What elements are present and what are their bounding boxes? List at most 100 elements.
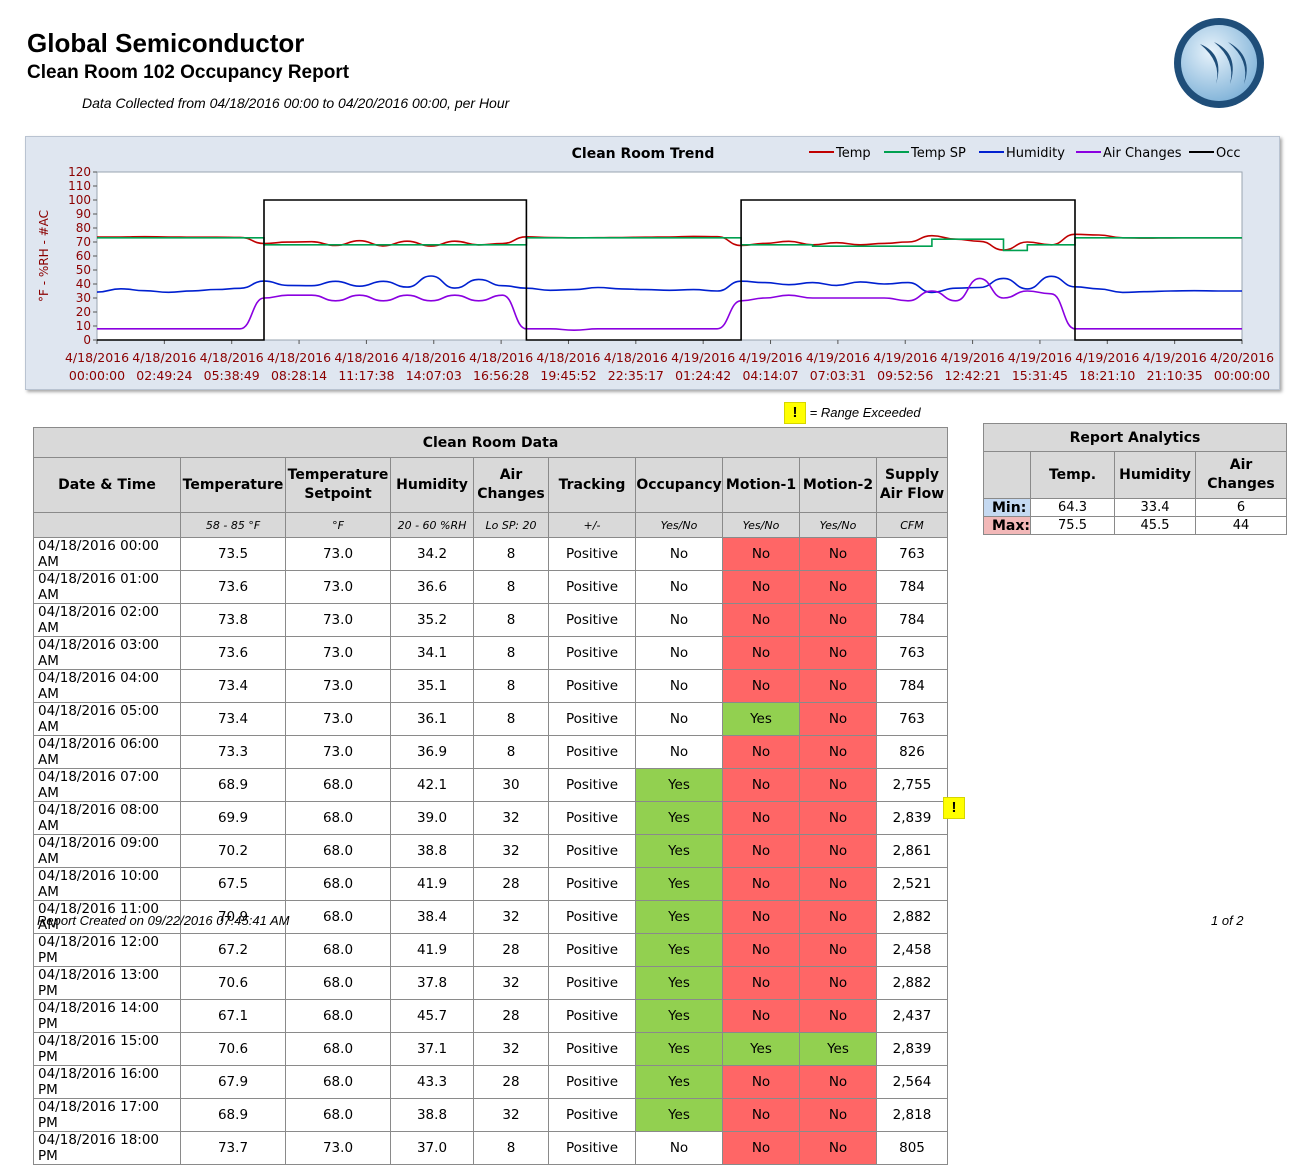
table-cell: 42.1	[390, 768, 474, 802]
table-cell: 68.0	[285, 1065, 391, 1099]
table-cell: 73.0	[285, 669, 391, 703]
table-cell: Yes	[635, 1065, 723, 1099]
table-cell: No	[722, 867, 800, 901]
table-cell: 826	[876, 735, 948, 769]
table-cell: No	[722, 537, 800, 571]
table-cell: No	[799, 867, 877, 901]
table-cell: 73.6	[180, 570, 286, 604]
table-cell: No	[799, 702, 877, 736]
range-exceeded-legend: ! = Range Exceeded	[784, 402, 921, 424]
table-cell: 2,437	[876, 999, 948, 1033]
trend-chart: Clean Room Trend °F - %RH - #AC 0 10 20 30 40 5…	[25, 136, 1280, 390]
table-cell: 04/18/2016 01:00 AM	[33, 570, 181, 604]
logo-icon	[1174, 18, 1264, 108]
table-cell: No	[722, 669, 800, 703]
table-cell: Positive	[548, 1032, 636, 1066]
report-title: Clean Room 102 Occupancy Report	[27, 62, 350, 83]
table-cell: 04/18/2016 00:00 AM	[33, 537, 181, 571]
x-tick-label: 12:42:21	[945, 368, 1001, 383]
table-cell: No	[722, 900, 800, 934]
table-cell: 8	[473, 537, 549, 571]
x-tick-label: 4/18/2016	[536, 350, 600, 365]
table-cell: 68.0	[285, 900, 391, 934]
table-cell: 04/18/2016 17:00 PM	[33, 1098, 181, 1132]
x-tick-label: 4/19/2016	[1075, 350, 1139, 365]
table-cell: No	[722, 966, 800, 1000]
y-tick-label: 40	[76, 277, 91, 291]
page-number: 1 of 2	[1211, 913, 1244, 928]
table-cell: 73.6	[180, 636, 286, 670]
column-unit: °F	[285, 512, 391, 538]
table-cell: Yes	[722, 702, 800, 736]
analytics-min-temp: 64.3	[1030, 498, 1116, 517]
column-unit: Yes/No	[635, 512, 723, 538]
table-cell: Yes	[635, 867, 723, 901]
table-cell: 73.3	[180, 735, 286, 769]
table-cell: 8	[473, 636, 549, 670]
table-cell: No	[799, 768, 877, 802]
table-cell: 73.7	[180, 1131, 286, 1165]
column-header: Supply Air Flow	[876, 457, 948, 513]
table-cell: 70.9	[180, 900, 286, 934]
table-cell: 32	[473, 834, 549, 868]
x-tick-label: 4/19/2016	[806, 350, 870, 365]
column-unit: CFM	[876, 512, 948, 538]
table-cell: 37.8	[390, 966, 474, 1000]
table-cell: Positive	[548, 669, 636, 703]
table-cell: 04/18/2016 15:00 PM	[33, 1032, 181, 1066]
table-cell: 32	[473, 900, 549, 934]
table-cell: 2,458	[876, 933, 948, 967]
x-tick-label: 00:00:00	[69, 368, 125, 383]
table-cell: No	[722, 570, 800, 604]
table-cell: No	[799, 900, 877, 934]
table-cell: 43.3	[390, 1065, 474, 1099]
table-cell: 70.6	[180, 966, 286, 1000]
analytics-min-humidity: 33.4	[1114, 498, 1197, 517]
table-cell: Yes	[635, 834, 723, 868]
table-cell: Positive	[548, 570, 636, 604]
table-row: 04/18/2016 05:00 AM 73.4 73.0 36.1 8 Positive…	[33, 702, 948, 736]
table-cell: Positive	[548, 603, 636, 637]
y-tick-label: 30	[76, 291, 91, 305]
series-line-occ	[97, 199, 1242, 341]
table-cell: No	[722, 834, 800, 868]
table-cell: 8	[473, 1131, 549, 1165]
series-line-humidity	[96, 275, 1242, 294]
table-cell: 8	[473, 570, 549, 604]
table-cell: 04/18/2016 03:00 AM	[33, 636, 181, 670]
analytics-max-label: Max:	[982, 516, 1032, 535]
table-cell: No	[722, 603, 800, 637]
table-cell: No	[799, 735, 877, 769]
table-cell: 68.0	[285, 867, 391, 901]
x-tick-label: 4/18/2016	[267, 350, 331, 365]
series-line-temp-sp	[97, 237, 1242, 252]
company-logo	[1170, 14, 1268, 112]
table-cell: Positive	[548, 768, 636, 802]
analytics-max-humidity: 45.5	[1114, 516, 1197, 535]
table-cell: 784	[876, 669, 948, 703]
table-cell: 763	[876, 702, 948, 736]
table-cell: No	[799, 669, 877, 703]
table-cell: Positive	[548, 834, 636, 868]
table-cell: No	[722, 735, 800, 769]
table-cell: 04/18/2016 18:00 PM	[33, 1131, 181, 1165]
table-cell: Positive	[548, 966, 636, 1000]
table-cell: 73.5	[180, 537, 286, 571]
x-tick-label: 11:17:38	[338, 368, 394, 383]
table-cell: No	[799, 801, 877, 835]
table-cell: 70.6	[180, 1032, 286, 1066]
table-cell: No	[722, 1098, 800, 1132]
table-cell: Positive	[548, 867, 636, 901]
table-cell: 68.9	[180, 1098, 286, 1132]
x-tick-label: 4/20/2016	[1210, 350, 1274, 365]
table-cell: 8	[473, 669, 549, 703]
table-cell: Positive	[548, 537, 636, 571]
table-cell: No	[799, 834, 877, 868]
table-cell: No	[722, 768, 800, 802]
table-cell: 70.2	[180, 834, 286, 868]
table-cell: 41.9	[390, 933, 474, 967]
table-cell: No	[635, 570, 723, 604]
table-cell: 34.1	[390, 636, 474, 670]
table-cell: 04/18/2016 06:00 AM	[33, 735, 181, 769]
analytics-col-air-changes: Air Changes	[1195, 451, 1288, 499]
